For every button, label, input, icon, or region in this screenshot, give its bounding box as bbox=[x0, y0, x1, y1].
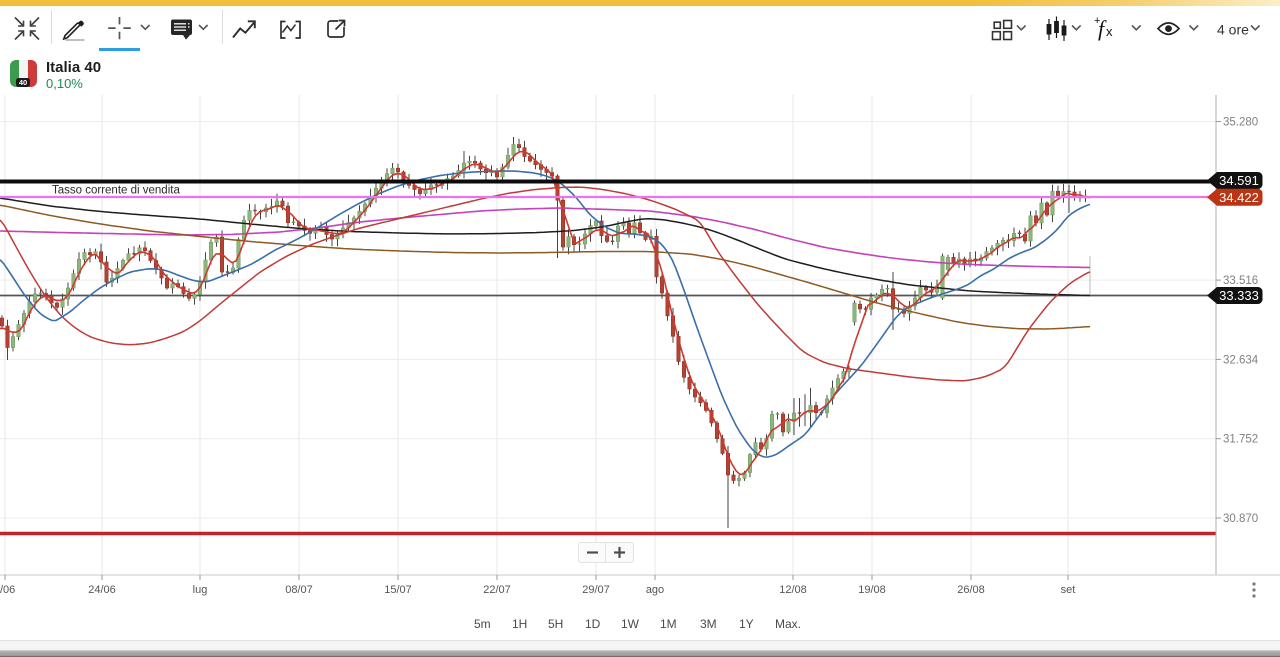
svg-text:f: f bbox=[1098, 16, 1107, 41]
svg-text:26/08: 26/08 bbox=[957, 584, 985, 596]
svg-text:lug: lug bbox=[193, 584, 208, 596]
svg-text:22/07: 22/07 bbox=[483, 584, 511, 596]
svg-text:33.333: 33.333 bbox=[1219, 288, 1259, 303]
svg-text:/06: /06 bbox=[0, 584, 15, 596]
svg-text:15/07: 15/07 bbox=[384, 584, 412, 596]
svg-text:33.516: 33.516 bbox=[1223, 275, 1258, 287]
svg-text:35.280: 35.280 bbox=[1223, 117, 1258, 129]
svg-text:+: + bbox=[1094, 15, 1100, 27]
svg-text:4 ore: 4 ore bbox=[1217, 22, 1249, 38]
svg-text:08/07: 08/07 bbox=[285, 584, 313, 596]
svg-text:ago: ago bbox=[646, 584, 664, 596]
svg-text:31.752: 31.752 bbox=[1223, 434, 1258, 446]
svg-text:34.422: 34.422 bbox=[1219, 190, 1259, 205]
svg-text:set: set bbox=[1061, 584, 1076, 596]
svg-text:19/08: 19/08 bbox=[858, 584, 886, 596]
svg-text:12/08: 12/08 bbox=[779, 584, 807, 596]
svg-text:24/06: 24/06 bbox=[88, 584, 116, 596]
svg-text:32.634: 32.634 bbox=[1223, 354, 1259, 366]
svg-text:30.870: 30.870 bbox=[1223, 513, 1258, 525]
svg-text:x: x bbox=[1106, 24, 1113, 39]
svg-text:34.591: 34.591 bbox=[1219, 173, 1259, 188]
svg-text:Tasso corrente di vendita: Tasso corrente di vendita bbox=[52, 185, 180, 197]
svg-text:29/07: 29/07 bbox=[582, 584, 610, 596]
